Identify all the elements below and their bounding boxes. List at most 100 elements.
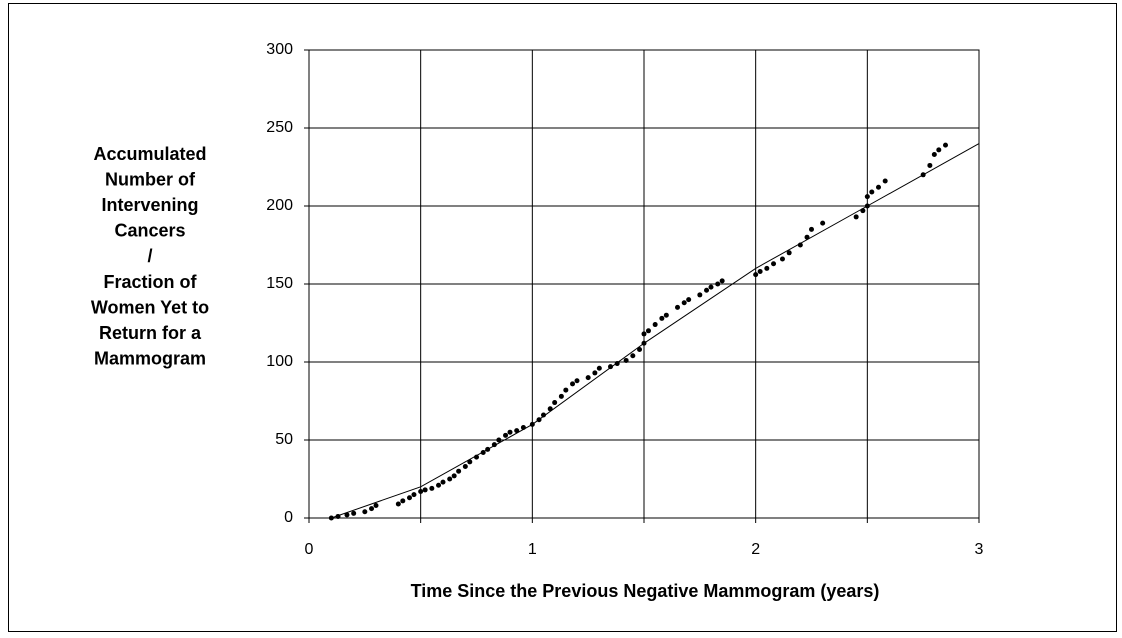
point — [641, 340, 647, 346]
point — [927, 162, 933, 168]
y-axis-label: Accumulated — [93, 144, 206, 164]
point — [715, 281, 721, 287]
point — [652, 322, 658, 328]
point — [520, 425, 526, 431]
point — [496, 437, 502, 443]
point — [480, 449, 486, 455]
point — [485, 446, 491, 452]
point — [563, 387, 569, 393]
point — [681, 300, 687, 306]
point — [820, 220, 826, 226]
point — [876, 184, 881, 190]
point — [328, 515, 334, 521]
point — [514, 428, 520, 434]
point — [931, 152, 937, 158]
point — [786, 250, 792, 256]
point — [686, 297, 692, 303]
point — [779, 256, 785, 262]
point — [503, 432, 509, 438]
x-tick-label: 0 — [305, 541, 314, 558]
point — [920, 172, 926, 178]
point — [614, 361, 620, 367]
point — [641, 331, 647, 337]
point — [853, 214, 859, 220]
point — [411, 492, 417, 498]
y-axis-label: Number of — [105, 169, 196, 189]
point — [797, 242, 803, 248]
point — [864, 203, 870, 209]
point — [558, 393, 564, 399]
point — [860, 208, 866, 214]
x-tick-label: 3 — [975, 541, 984, 558]
point — [395, 501, 401, 507]
y-tick-label: 300 — [266, 41, 293, 58]
y-tick-label: 50 — [275, 431, 293, 448]
point — [474, 454, 479, 460]
point — [675, 304, 680, 310]
point — [771, 261, 777, 267]
point — [491, 442, 497, 448]
point — [447, 476, 453, 482]
point — [536, 417, 542, 423]
point — [462, 464, 468, 470]
point — [369, 506, 375, 512]
point — [623, 357, 629, 363]
point — [708, 284, 714, 290]
point — [436, 482, 442, 488]
point — [422, 487, 428, 493]
point — [596, 365, 602, 371]
point — [757, 269, 763, 275]
y-axis-label: Women Yet to — [91, 297, 209, 317]
point — [592, 370, 598, 376]
point — [552, 400, 558, 406]
y-tick-label: 100 — [266, 353, 293, 370]
point — [418, 488, 424, 494]
y-axis-label: / — [147, 246, 152, 266]
point — [541, 412, 546, 418]
x-tick-label: 2 — [751, 541, 760, 558]
point — [400, 498, 406, 504]
point — [764, 265, 770, 271]
point — [570, 381, 576, 387]
point — [407, 495, 412, 501]
point — [809, 226, 814, 232]
y-tick-label: 250 — [266, 119, 293, 136]
x-axis-label: Time Since the Previous Negative Mammogr… — [411, 581, 880, 601]
y-axis-label: Return for a — [99, 323, 202, 343]
y-axis-label: Mammogram — [94, 349, 206, 369]
y-tick-label: 150 — [266, 275, 293, 292]
point — [547, 406, 553, 412]
point — [373, 503, 379, 509]
point — [335, 513, 341, 519]
point — [362, 509, 368, 515]
point — [864, 194, 870, 200]
point — [663, 312, 669, 318]
point — [344, 512, 350, 518]
point — [719, 278, 725, 284]
point — [697, 292, 703, 298]
y-axis-label: Cancers — [114, 221, 185, 241]
point — [753, 272, 759, 278]
point — [507, 429, 513, 435]
point — [882, 178, 888, 184]
point — [585, 375, 591, 381]
point — [936, 147, 942, 153]
point — [451, 473, 457, 479]
point — [804, 234, 810, 240]
y-axis-label: Intervening — [101, 195, 198, 215]
point — [456, 468, 462, 474]
point — [645, 328, 651, 334]
point — [351, 510, 357, 516]
point — [869, 189, 875, 195]
point — [943, 142, 948, 148]
point — [704, 287, 710, 293]
y-tick-label: 200 — [266, 197, 293, 214]
point — [429, 485, 435, 491]
point — [608, 364, 613, 370]
point — [574, 378, 580, 384]
y-tick-label: 0 — [284, 509, 293, 526]
point — [440, 479, 446, 485]
y-axis-label: Fraction of — [104, 272, 198, 292]
x-tick-label: 1 — [528, 541, 537, 558]
